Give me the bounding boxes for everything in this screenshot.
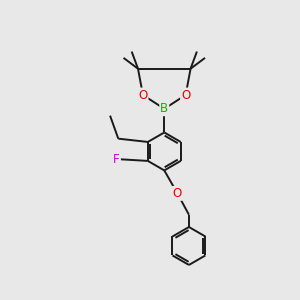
Text: F: F <box>113 153 120 166</box>
Text: B: B <box>160 102 168 115</box>
Text: O: O <box>173 187 182 200</box>
Text: O: O <box>138 88 148 101</box>
Text: O: O <box>181 88 190 101</box>
